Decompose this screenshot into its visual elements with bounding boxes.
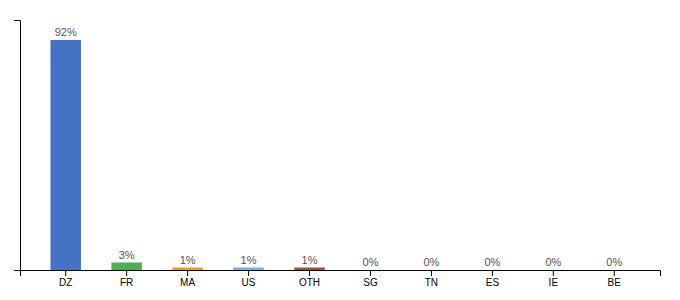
y-axis-line [14,21,21,271]
x-tick-mark [492,270,493,276]
bar [111,263,141,271]
x-tick-label: IE [549,277,559,288]
x-tick-label: OTH [299,277,320,288]
bar [599,270,629,271]
data-labels: 92% 3% 1% 1% 1% 0% 0% 0% 0% 0% [55,26,623,268]
bar [538,270,568,271]
data-label: 3% [119,249,135,261]
data-label: 1% [302,254,318,266]
data-label: 0% [545,256,561,268]
bar [294,268,324,271]
x-tick: TN [425,270,438,288]
bar [355,270,385,271]
x-tick-mark [431,270,432,276]
x-tick-label: US [242,277,256,288]
x-tick: SG [363,270,378,288]
data-label: 0% [606,256,622,268]
bar [50,40,80,270]
x-tick-mark [126,270,127,276]
data-label: 1% [180,254,196,266]
x-tick-label: DZ [59,277,72,288]
data-label: 0% [363,256,379,268]
x-tick: BE [608,270,622,288]
bar [172,268,202,271]
data-label: 1% [241,254,257,266]
x-tick-mark [553,270,554,276]
x-tick: FR [120,270,133,288]
x-tick: DZ [59,270,72,288]
chart: DZ FR MA US OTH SG TN ES IE BE 92% 3% 1% 1% 1% 0% 0% 0% 0%… [0,0,680,300]
x-tick-label: SG [363,277,378,288]
x-tick: MA [180,270,195,288]
bars [50,40,324,270]
bar [233,268,263,271]
y-axis [14,21,21,271]
x-axis-line [21,271,661,277]
data-label: 0% [484,256,500,268]
x-tick-mark [309,270,310,276]
x-tick-mark [65,270,66,276]
x-tick: ES [486,270,500,288]
x-tick: IE [549,270,559,288]
data-label: 92% [55,26,77,38]
x-tick-label: TN [425,277,438,288]
x-tick-label: ES [486,277,500,288]
x-tick: OTH [299,270,320,288]
data-label: 0% [423,256,439,268]
x-axis: DZ FR MA US OTH SG TN ES IE BE [21,270,661,288]
plot: DZ FR MA US OTH SG TN ES IE BE 92% 3% 1% 1% 1% 0% 0% 0% 0%… [14,21,661,289]
bar [477,270,507,271]
x-tick-mark [248,270,249,276]
x-tick-mark [370,270,371,276]
x-tick-mark [187,270,188,276]
x-tick-label: MA [180,277,195,288]
x-tick-mark [614,270,615,276]
bar [416,270,446,271]
x-tick: US [242,270,256,288]
x-tick-label: BE [608,277,622,288]
x-tick-label: FR [120,277,133,288]
